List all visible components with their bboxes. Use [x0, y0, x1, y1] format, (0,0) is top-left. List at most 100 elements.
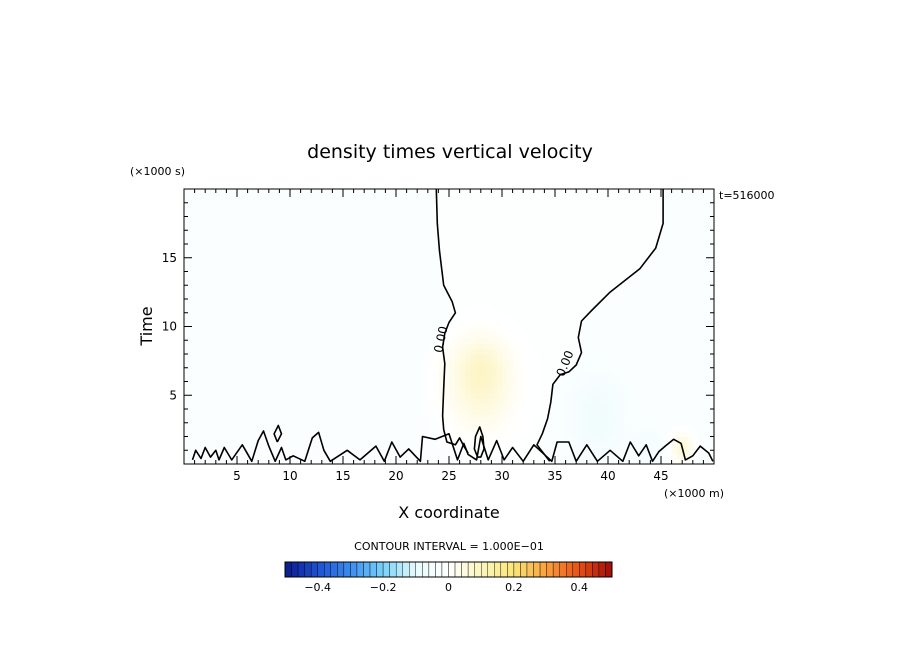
heat-cell: [205, 255, 212, 262]
heat-cell: [215, 453, 222, 460]
heat-cell: [189, 420, 196, 427]
heat-cell: [618, 310, 625, 317]
heat-cell: [650, 453, 657, 460]
heat-cell: [321, 431, 328, 438]
heat-cell: [676, 216, 683, 223]
heat-cell: [205, 337, 212, 344]
heat-cell: [390, 348, 397, 355]
heat-cell: [634, 332, 641, 339]
heat-cell: [337, 425, 344, 432]
heat-cell: [194, 436, 201, 443]
heat-cell: [205, 409, 212, 416]
heat-cell: [687, 238, 694, 245]
heat-cell: [390, 409, 397, 416]
heat-cell: [433, 321, 439, 328]
heat-cell: [396, 227, 402, 234]
heat-cell: [703, 321, 710, 328]
heat-cell: [682, 260, 689, 267]
heat-cell: [570, 414, 577, 421]
heat-cell: [613, 425, 620, 432]
heat-cell: [237, 414, 243, 421]
heat-cell: [385, 376, 392, 383]
heat-cell: [189, 365, 196, 372]
heat-cell: [343, 194, 349, 201]
heat-cell: [321, 348, 328, 355]
heat-cell: [380, 453, 386, 460]
heat-cell: [639, 414, 646, 421]
heat-cell: [655, 249, 662, 256]
heat-cell: [242, 425, 249, 432]
heat-cell: [380, 200, 386, 207]
heat-cell: [608, 337, 614, 344]
heat-cell: [189, 282, 196, 289]
heat-cell: [385, 425, 392, 432]
heat-cell: [311, 326, 318, 333]
heat-cell: [358, 343, 365, 350]
heat-cell: [703, 266, 710, 273]
heat-cell: [427, 348, 434, 355]
heat-cell: [252, 244, 259, 251]
heat-cell: [650, 403, 657, 410]
heat-cell: [305, 288, 312, 295]
heat-cell: [586, 332, 593, 339]
heat-cell: [666, 348, 673, 355]
heat-cell: [698, 200, 704, 207]
heat-cell: [226, 420, 233, 427]
heat-cell: [337, 233, 344, 240]
heat-cell: [321, 211, 328, 218]
heat-cell: [422, 238, 429, 245]
heat-cell: [258, 194, 265, 201]
heat-cell: [438, 409, 445, 416]
heat-cell: [438, 370, 445, 377]
heat-cell: [682, 238, 689, 245]
heat-cell: [274, 354, 280, 361]
heat-cell: [242, 315, 249, 322]
heat-cell: [581, 387, 588, 394]
heat-cell: [343, 359, 349, 366]
heat-cell: [374, 227, 381, 234]
heat-cell: [210, 458, 217, 464]
heat-cell: [184, 431, 190, 438]
heat-cell: [358, 310, 365, 317]
heat-cell: [348, 442, 355, 449]
heat-cell: [661, 249, 667, 256]
heat-cell: [284, 277, 291, 284]
heat-cell: [199, 425, 206, 432]
heat-cell: [311, 414, 318, 421]
heat-cell: [406, 194, 413, 201]
heat-cell: [629, 365, 636, 372]
heat-cell: [422, 436, 429, 443]
heat-cell: [184, 233, 190, 240]
heat-cell: [321, 365, 328, 372]
heat-cell: [348, 260, 355, 267]
heat-cell: [343, 348, 349, 355]
heat-cell: [290, 266, 296, 273]
heat-cell: [380, 310, 386, 317]
heat-cell: [655, 288, 662, 295]
heat-cell: [443, 315, 450, 322]
heat-cell: [348, 436, 355, 443]
heat-cell: [613, 436, 620, 443]
heat-cell: [427, 288, 434, 295]
heat-cell: [401, 365, 408, 372]
heat-cell: [401, 348, 408, 355]
heat-cell: [396, 343, 402, 350]
heat-cell: [639, 359, 646, 366]
heat-cell: [433, 304, 439, 311]
heat-cell: [396, 233, 402, 240]
heat-cell: [279, 277, 286, 284]
heat-cell: [623, 403, 630, 410]
heat-cell: [189, 315, 196, 322]
heat-cell: [348, 277, 355, 284]
heat-cell: [708, 453, 714, 460]
heat-cell: [305, 260, 312, 267]
heat-cell: [247, 414, 254, 421]
heat-cell: [629, 277, 636, 284]
heat-cell: [676, 244, 683, 251]
heat-cell: [321, 414, 328, 421]
heat-cell: [221, 398, 227, 405]
heat-cell: [655, 244, 662, 251]
heat-cell: [184, 315, 190, 322]
heat-cell: [252, 288, 259, 295]
